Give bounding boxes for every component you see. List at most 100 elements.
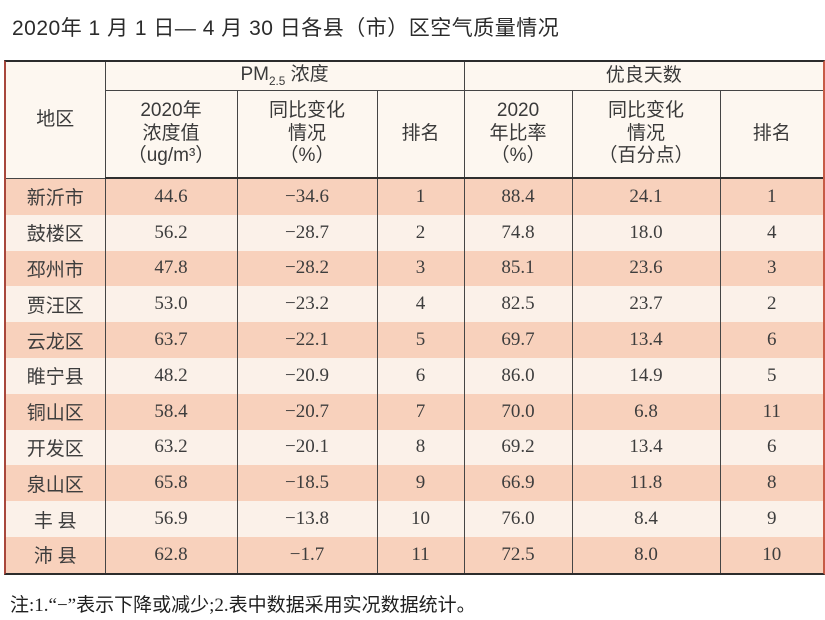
- cell-region: 铜山区: [6, 393, 106, 430]
- cell-days-ratio: 69.7: [464, 322, 573, 358]
- cell-pm-rank: 8: [377, 429, 465, 466]
- cell-pm-change: −34.6: [237, 178, 378, 215]
- cell-days-rank: 4: [767, 221, 777, 243]
- header-group-row: 地区 PM2.5 浓度 优良天数: [6, 62, 824, 179]
- air-quality-table: 地区 PM2.5 浓度 优良天数 2020年 浓度值 （ug/m³） 同比变化 …: [6, 62, 824, 573]
- cell-pm-rank: 11: [377, 536, 465, 573]
- cell-pm-value: 63.7: [105, 322, 238, 358]
- cell-pm-rank: 1: [377, 178, 465, 215]
- cell-region: 沛 县: [6, 536, 106, 573]
- cell-pm-value: 62.8: [105, 536, 238, 573]
- table-header: 地区 PM2.5 浓度 优良天数 2020年 浓度值 （ug/m³） 同比变化 …: [6, 62, 824, 179]
- table-row: 邳州市 47.8 −28.2 3 85.1 23.6 3: [6, 250, 824, 287]
- cell-pm-value: 56.2: [105, 214, 238, 251]
- table-row: 鼓楼区 56.2 −28.7 2 74.8 18.0 4: [6, 214, 824, 251]
- table-row: 开发区 63.2 −20.1 8 69.2 13.4 6: [6, 429, 824, 466]
- cell-days-rank: 5: [767, 364, 777, 386]
- cell-days-ratio: 66.9: [464, 465, 573, 502]
- cell-region: 云龙区: [6, 322, 106, 358]
- cell-pm-rank: 9: [377, 465, 465, 502]
- footnote: 注:1.“−”表示下降或减少;2.表中数据采用实况数据统计。: [10, 594, 476, 616]
- cell-region: 鼓楼区: [6, 214, 106, 251]
- table-row: 丰 县 56.9 −13.8 10 76.0 8.4 9: [6, 501, 824, 537]
- cell-days-ratio: 86.0: [464, 357, 573, 394]
- cell-days-change: 13.4: [572, 322, 721, 358]
- cell-days-ratio: 76.0: [464, 501, 573, 537]
- cell-pm-rank: 6: [377, 357, 465, 394]
- cell-region: 丰 县: [6, 501, 106, 537]
- cell-days-change: 18.0: [572, 214, 721, 251]
- cell-days-ratio: 72.5: [464, 536, 573, 573]
- cell-region: 开发区: [6, 429, 106, 466]
- cell-days-ratio: 74.8: [464, 214, 573, 251]
- cell-pm-change: −28.2: [237, 250, 378, 287]
- cell-days-rank: 3: [767, 257, 777, 279]
- cell-pm-change: −20.9: [237, 357, 378, 394]
- cell-pm-value: 63.2: [105, 429, 238, 466]
- cell-pm-change: −1.7: [237, 536, 378, 573]
- table-row: 睢宁县 48.2 −20.9 6 86.0 14.9 5: [6, 357, 824, 394]
- table-row: 贾汪区 53.0 −23.2 4 82.5 23.7 2: [6, 286, 824, 323]
- cell-days-change: 8.0: [572, 536, 721, 573]
- cell-pm-value: 65.8: [105, 465, 238, 502]
- table-row: 泉山区 65.8 −18.5 9 66.9 11.8 8: [6, 465, 824, 502]
- cell-pm-change: −13.8: [237, 501, 378, 537]
- cell-days-change: 11.8: [572, 465, 721, 502]
- cell-pm-rank: 4: [377, 286, 465, 323]
- cell-pm-rank: 5: [377, 322, 465, 358]
- cell-pm-rank: 3: [377, 250, 465, 287]
- header-sub-row: 2020年 浓度值 （ug/m³） 同比变化 情况 （%） 排名 2020 年比…: [6, 90, 824, 179]
- cell-region: 新沂市: [6, 178, 106, 215]
- cell-pm-change: −28.7: [237, 214, 378, 251]
- pm25-label-prefix: PM: [240, 63, 269, 85]
- header-days-ratio: 2020 年比率 （%）: [464, 90, 573, 179]
- pm25-label-subscript: 2.5: [268, 74, 286, 88]
- cell-days-rank: 9: [767, 508, 777, 530]
- cell-pm-rank: 2: [377, 214, 465, 251]
- pm25-label-suffix: 浓度: [285, 63, 329, 85]
- cell-pm-change: −20.1: [237, 429, 378, 466]
- cell-days-change: 13.4: [572, 429, 721, 466]
- header-group-good-days: 优良天数: [464, 62, 824, 91]
- cell-pm-value: 44.6: [105, 178, 238, 215]
- table-row: 云龙区 63.7 −22.1 5 69.7 13.4 6: [6, 322, 824, 358]
- cell-days-ratio: 82.5: [464, 286, 573, 323]
- cell-pm-value: 56.9: [105, 501, 238, 537]
- header-group-pm25: PM2.5 浓度: [105, 62, 465, 91]
- cell-days-rank: 11: [762, 400, 781, 422]
- page-title: 2020年 1 月 1 日— 4 月 30 日各县（市）区空气质量情况: [12, 17, 560, 40]
- cell-region: 泉山区: [6, 465, 106, 502]
- cell-days-rank: 6: [767, 436, 777, 458]
- cell-days-rank: 8: [767, 472, 777, 494]
- header-days-change: 同比变化 情况 （百分点）: [572, 90, 721, 179]
- cell-pm-value: 47.8: [105, 250, 238, 287]
- cell-pm-value: 48.2: [105, 357, 238, 394]
- header-pm-rank: 排名: [377, 90, 465, 179]
- header-pm-change: 同比变化 情况 （%）: [237, 90, 378, 179]
- header-region: 地区: [6, 62, 106, 179]
- cell-pm-rank: 7: [377, 393, 465, 430]
- cell-days-ratio: 88.4: [464, 178, 573, 215]
- cell-days-change: 8.4: [572, 501, 721, 537]
- cell-pm-change: −18.5: [237, 465, 378, 502]
- cell-days-rank: 10: [762, 543, 782, 565]
- cell-days-change: 24.1: [572, 178, 721, 215]
- cell-days-ratio: 85.1: [464, 250, 573, 287]
- cell-days-change: 14.9: [572, 357, 721, 394]
- cell-days-ratio: 69.2: [464, 429, 573, 466]
- cell-days-change: 6.8: [572, 393, 721, 430]
- table-row: 沛 县 62.8 −1.7 11 72.5 8.0 10: [6, 536, 824, 573]
- cell-pm-value: 58.4: [105, 393, 238, 430]
- cell-pm-change: −22.1: [237, 322, 378, 358]
- table-row: 新沂市 44.6 −34.6 1 88.4 24.1 1: [6, 178, 824, 215]
- header-days-rank: 排名: [720, 90, 824, 179]
- cell-pm-value: 53.0: [105, 286, 238, 323]
- air-quality-table-frame: 地区 PM2.5 浓度 优良天数 2020年 浓度值 （ug/m³） 同比变化 …: [4, 60, 825, 575]
- cell-days-rank: 1: [767, 185, 777, 207]
- cell-days-change: 23.6: [572, 250, 721, 287]
- cell-region: 邳州市: [6, 250, 106, 287]
- cell-region: 贾汪区: [6, 286, 106, 323]
- cell-pm-rank: 10: [377, 501, 465, 537]
- header-pm-value: 2020年 浓度值 （ug/m³）: [105, 90, 238, 179]
